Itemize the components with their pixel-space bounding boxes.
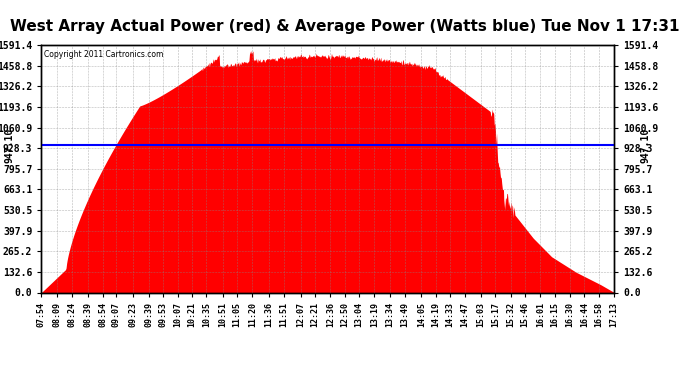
- Text: 947.10: 947.10: [5, 128, 15, 163]
- Text: West Array Actual Power (red) & Average Power (Watts blue) Tue Nov 1 17:31: West Array Actual Power (red) & Average …: [10, 19, 680, 34]
- Text: Copyright 2011 Cartronics.com: Copyright 2011 Cartronics.com: [44, 50, 164, 59]
- Text: 947.10: 947.10: [640, 128, 651, 163]
